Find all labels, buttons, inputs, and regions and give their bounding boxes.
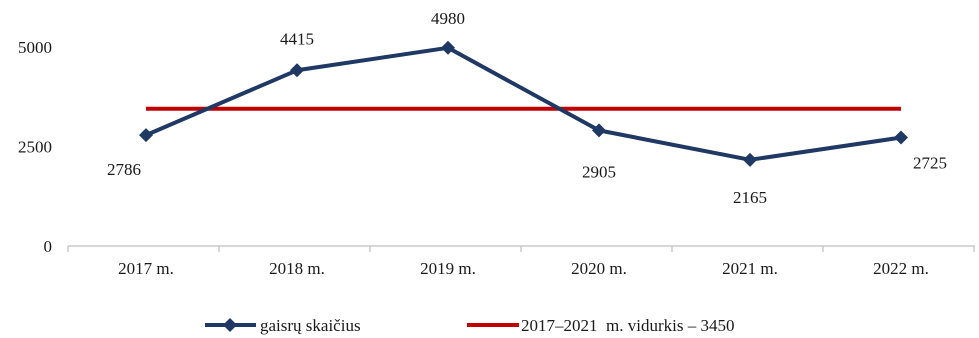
data-point-marker [441, 40, 455, 55]
y-tick-label: 5000 [18, 38, 52, 57]
x-tick-label: 2018 m. [269, 259, 325, 278]
x-tick-label: 2022 m. [873, 259, 929, 278]
data-point-marker [894, 130, 908, 145]
legend-label-fire-count: gaisrų skaičius [260, 316, 361, 335]
data-point-marker [592, 123, 606, 138]
axis-layer [67, 245, 975, 252]
y-tick-label: 0 [44, 237, 53, 256]
x-tick-label: 2020 m. [571, 259, 627, 278]
x-tick-label: 2021 m. [722, 259, 778, 278]
y-axis-ticks: 0 2500 5000 [18, 38, 52, 256]
series-fire-count-line [145, 45, 902, 162]
legend-label-average: 2017–2021 m. vidurkis – 3450 [521, 316, 734, 335]
data-label: 4415 [280, 29, 314, 48]
legend-marker-diamond [223, 318, 237, 332]
data-label: 2786 [107, 160, 141, 179]
data-point-marker [139, 128, 153, 143]
data-point-marker [743, 152, 757, 167]
data-point-marker [290, 63, 304, 78]
data-label: 2165 [733, 188, 767, 207]
data-label: 4980 [431, 9, 465, 28]
x-tick-label: 2017 m. [118, 259, 174, 278]
x-tick-label: 2019 m. [420, 259, 476, 278]
data-labels: 2786 4415 4980 2905 2165 2725 [107, 9, 947, 207]
data-label: 2725 [913, 154, 947, 173]
legend: gaisrų skaičius 2017–2021 m. vidurkis – 3… [205, 316, 734, 335]
series-layer [139, 40, 908, 167]
y-tick-label: 2500 [18, 138, 52, 157]
x-axis-ticks: 2017 m. 2018 m. 2019 m. 2020 m. 2021 m. 2022 … [118, 259, 929, 278]
data-label: 2905 [582, 162, 616, 181]
